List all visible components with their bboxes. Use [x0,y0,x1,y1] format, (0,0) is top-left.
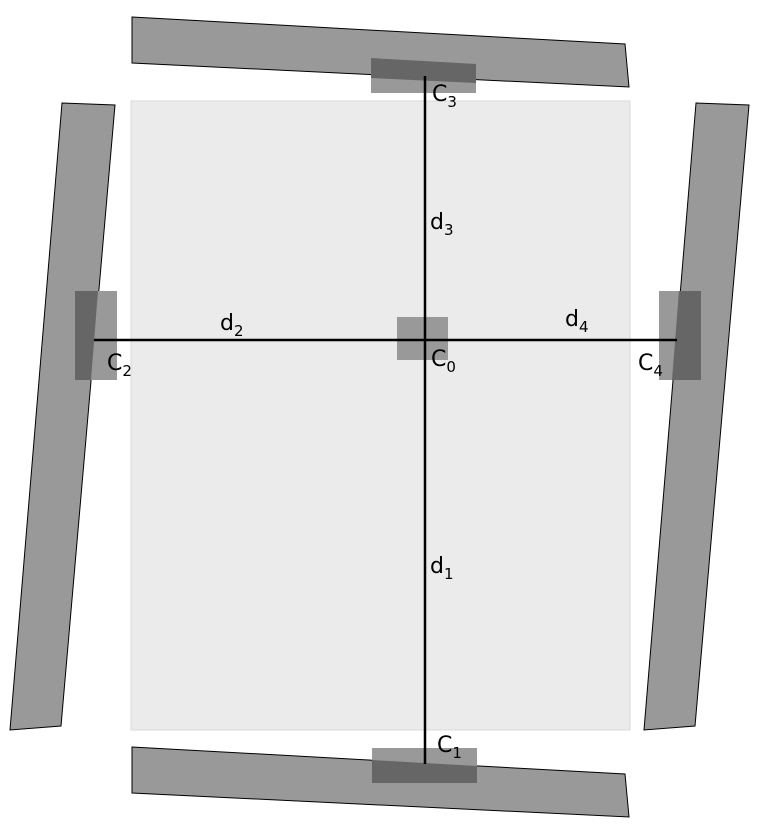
top-panel [131,16,630,88]
label-d2: d2 [220,311,244,340]
right-panel [643,102,750,731]
left-panel [9,102,116,731]
label-c3: C3 [432,82,457,111]
label-d3: d3 [430,210,454,239]
label-c2: C2 [107,351,132,380]
connector-overlap-c3 [371,58,476,83]
label-d1: d1 [430,554,454,583]
connector-overlap-c2 [75,291,98,380]
label-d4: d4 [565,307,589,336]
connector-overlap-c4 [672,291,701,380]
central-area [130,100,631,731]
label-c0: C0 [431,347,456,376]
label-c4: C4 [638,351,663,380]
label-c1: C1 [437,733,462,762]
connector-overlap-c1 [372,760,477,783]
center-block-c0 [397,317,448,360]
